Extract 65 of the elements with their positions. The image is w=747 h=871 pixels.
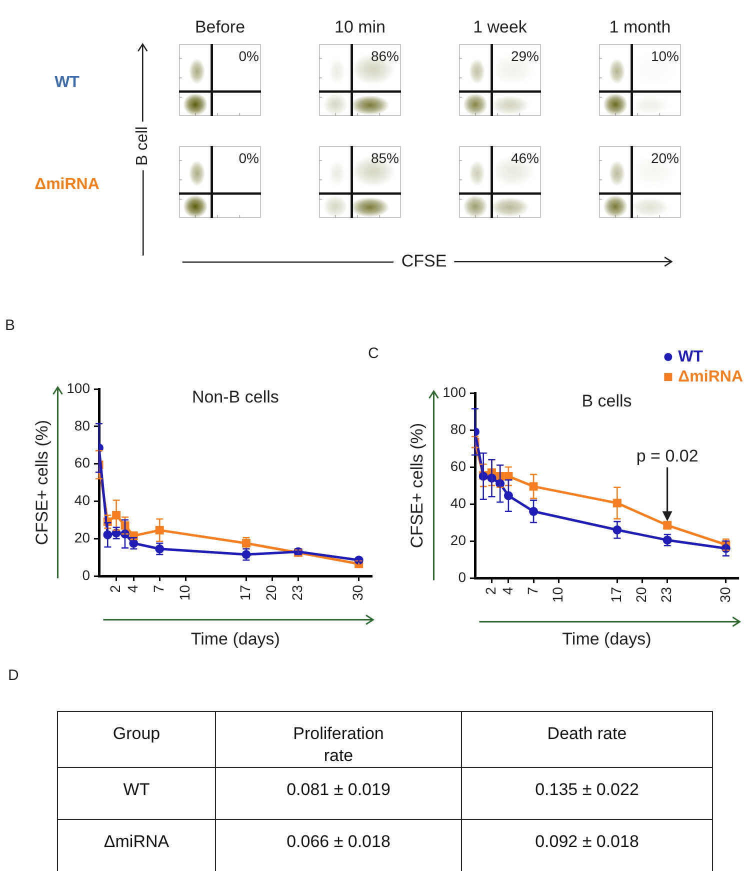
category-label: 1 month [609,18,671,38]
x-tick-label: 2 [482,586,499,595]
category-label: 1 week [473,18,527,38]
x-tick-label: 2 [107,584,124,593]
legend-label: WT [678,348,704,366]
x-tick-label: 23 [658,586,674,603]
x-tick-label: 23 [289,584,306,601]
data-label: 10% [650,48,679,64]
category-label: ΔmiRNA [34,176,100,194]
x-axis-title: Time (days) [562,629,652,648]
y-axis-title: CFSE+ cells (%) [408,422,427,548]
data-label: 0% [238,150,259,166]
x-tick-label: 4 [499,586,516,595]
data-label: 86% [370,48,399,64]
y-tick-label: 0 [458,568,466,585]
annotation: p = 0.02 [636,446,698,466]
text: B [5,317,16,334]
data-label: 0% [238,48,259,64]
text: D [8,667,19,684]
category-label: WT [54,74,80,92]
y-tick-label: 80 [450,420,466,437]
x-tick-label: 17 [608,586,624,603]
y-tick-label: 40 [74,492,90,508]
category-label: ΔmiRNA [104,832,170,852]
y-tick-label: 100 [66,380,90,396]
x-tick-label: 20 [633,586,650,603]
text: 0.135 ± 0.022 [535,779,639,802]
data-label: 46% [510,150,539,166]
data-label: 29% [510,48,539,64]
y-axis-title: CFSE+ cells (%) [32,420,52,546]
x-tick-label: 30 [716,586,733,603]
x-tick-label: 10 [176,584,192,601]
category-label: WT [123,780,150,800]
x-tick-label: 20 [263,584,280,601]
chart-title: B cells [582,392,632,411]
y-tick-label: 0 [82,566,90,583]
x-tick-label: 30 [350,584,366,601]
data-label: 85% [370,150,399,166]
y-tick-label: 60 [450,458,466,474]
text: 0.066 ± 0.018 [286,831,390,854]
x-tick-label: 10 [549,586,566,603]
text: 0.081 ± 0.019 [286,779,390,802]
x-tick-label: 7 [524,586,540,595]
x-tick-label: 17 [237,584,254,601]
text: B cell [134,126,152,166]
text: CFSE [401,252,447,272]
y-tick-label: 100 [442,384,466,400]
text: Group [112,723,160,745]
legend-label: ΔmiRNA [678,368,744,386]
category-label: Before [194,18,246,38]
y-tick-label: 40 [450,494,466,511]
category-label: Death rate [547,723,627,745]
y-tick-label: 20 [74,529,90,546]
text: 0.092 ± 0.018 [535,831,639,854]
y-tick-label: 60 [74,454,90,471]
x-tick-label: 4 [124,584,140,593]
category-label: Proliferation rate [292,723,385,768]
x-axis-title: Time (days) [190,629,280,648]
chart-title: Non-B cells [192,388,279,407]
y-tick-label: 80 [74,417,90,434]
data-label: 20% [650,150,679,166]
text: C [368,345,379,362]
x-tick-label: 7 [150,584,166,593]
y-tick-label: 20 [450,532,466,548]
category-label: 10 min [334,18,386,38]
